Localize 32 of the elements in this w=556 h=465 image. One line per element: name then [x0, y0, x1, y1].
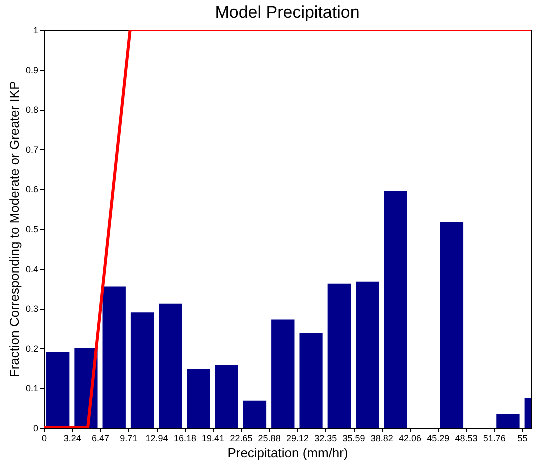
- chart-title: Model Precipitation: [215, 3, 360, 22]
- y-tick-label: 0: [33, 424, 38, 434]
- x-tick-label: 35.59: [342, 434, 366, 444]
- y-tick-label: 0.8: [26, 105, 38, 116]
- x-tick-label: 42.06: [399, 434, 422, 444]
- y-tick-label: 0.3: [26, 304, 38, 314]
- x-tick-label: 45.29: [427, 434, 450, 444]
- x-tick-label: 6.47: [92, 434, 110, 444]
- y-tick-label: 0.9: [26, 65, 38, 76]
- y-axis-title: Fraction Corresponding to Moderate or Greater IKP: [6, 81, 22, 378]
- y-tick-label: 0.7: [26, 144, 38, 155]
- x-tick-label: 3.24: [64, 434, 82, 444]
- x-tick-label: 55: [518, 434, 528, 444]
- x-tick-label: 38.82: [370, 434, 394, 444]
- x-tick-label: 51.76: [483, 434, 506, 444]
- y-tick-label: 0.2: [26, 344, 38, 354]
- x-tick-label: 12.94: [146, 434, 168, 444]
- y-tick-label: 0.4: [26, 264, 38, 274]
- x-tick-label: 9.71: [120, 434, 138, 444]
- y-tick-label: 0.6: [26, 184, 38, 195]
- x-tick-label: 19.41: [202, 434, 225, 444]
- x-tick-label: 25.88: [258, 434, 281, 444]
- x-tick-label: 22.65: [230, 434, 253, 444]
- y-tick-label: 0.5: [26, 224, 38, 234]
- x-tick-label: 32.35: [314, 434, 338, 444]
- y-tick-label: 0.1: [26, 384, 38, 394]
- x-tick-label: 48.53: [455, 434, 478, 444]
- x-tick-label: 29.12: [286, 434, 310, 444]
- x-axis-title: Precipitation (mm/hr): [228, 446, 348, 460]
- x-tick-label: 16.18: [174, 434, 196, 444]
- y-tick-label: 1: [33, 26, 38, 36]
- x-tick-label: 0: [42, 434, 48, 444]
